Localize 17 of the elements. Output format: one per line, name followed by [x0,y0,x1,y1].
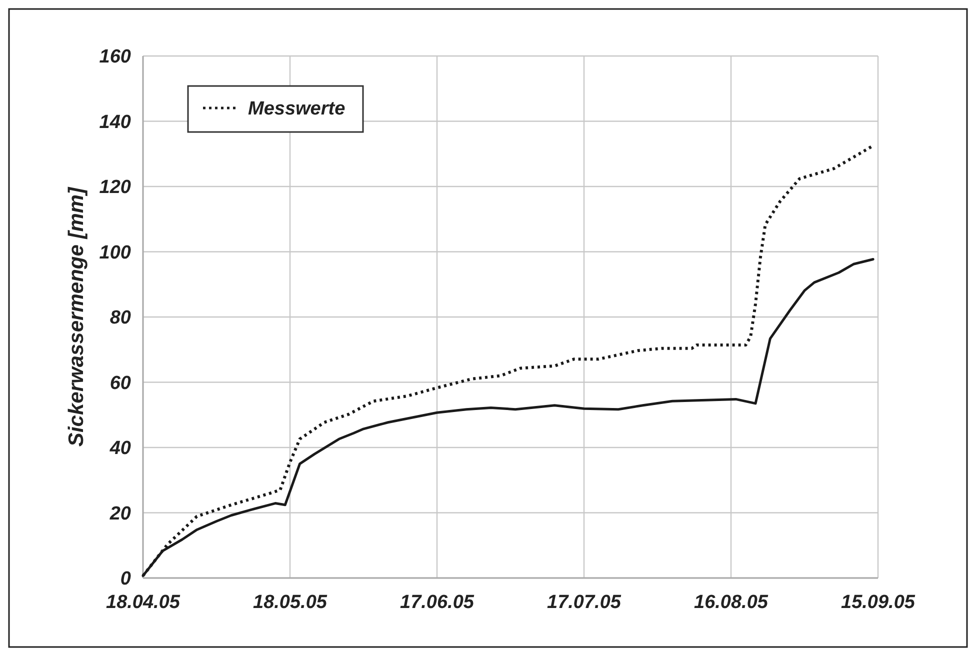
x-tick-label: 18.05.05 [253,592,328,613]
x-tick-label: 17.07.05 [547,592,622,613]
y-tick-label: 100 [99,242,132,264]
y-tick-label: 20 [108,503,132,524]
x-tick-label: 15.09.05 [841,592,916,613]
legend-label: Messwerte [248,98,346,120]
y-tick-label: 80 [110,308,132,329]
y-tick-label: 160 [99,46,132,68]
y-tick-label: 120 [99,177,132,198]
x-tick-label: 18.04.05 [106,592,180,613]
x-tick-label: 16.08.05 [694,592,768,613]
y-axis-title: Sickerwassermenge [mm] [65,186,88,447]
y-tick-label: 40 [108,438,132,460]
x-tick-label: 17.06.05 [400,592,474,613]
y-tick-label: 60 [110,372,132,394]
y-tick-label: 140 [99,112,132,133]
y-tick-label: 0 [120,568,132,590]
